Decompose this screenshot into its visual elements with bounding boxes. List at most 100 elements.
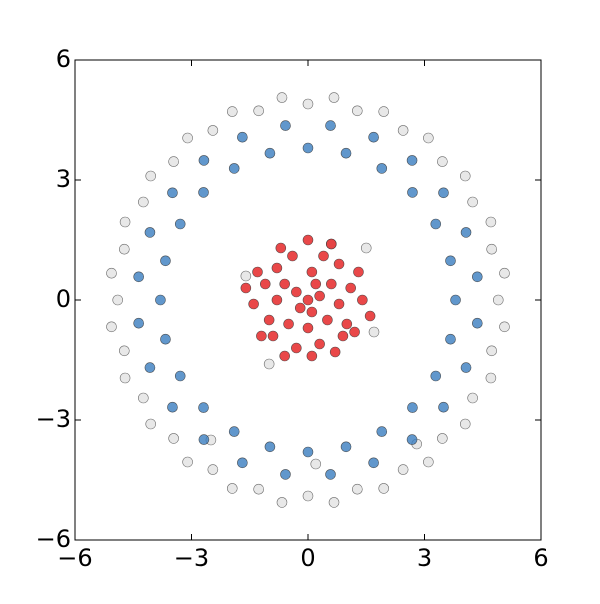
point [459, 418, 471, 430]
point [228, 163, 240, 174]
point [302, 234, 314, 246]
point [271, 262, 283, 274]
point [167, 401, 178, 413]
point [486, 243, 497, 255]
point [357, 294, 368, 306]
point [368, 326, 380, 338]
point [280, 469, 291, 480]
point [423, 132, 434, 144]
point [437, 156, 448, 167]
point [144, 227, 156, 238]
point [267, 330, 279, 342]
point [360, 242, 372, 254]
point [106, 321, 117, 333]
point [302, 490, 314, 502]
point [306, 306, 318, 318]
y-tick-label: −6 [36, 525, 71, 553]
point [271, 294, 283, 306]
point [133, 317, 144, 329]
point [302, 294, 314, 306]
point [119, 372, 131, 384]
point [240, 270, 252, 282]
point [119, 243, 130, 255]
point [167, 187, 178, 199]
point [182, 456, 193, 468]
point [259, 278, 271, 290]
point [302, 98, 314, 110]
point [325, 120, 336, 131]
point [397, 464, 409, 475]
point [467, 196, 478, 208]
point [337, 330, 349, 342]
point [174, 370, 186, 382]
point [492, 294, 504, 306]
point [376, 163, 388, 174]
point [228, 426, 240, 437]
point [349, 326, 360, 338]
point [263, 314, 275, 326]
point [112, 294, 124, 306]
point [264, 147, 276, 159]
point [438, 401, 449, 413]
point [460, 362, 472, 373]
point [345, 282, 357, 294]
point [138, 392, 149, 404]
point [325, 469, 336, 480]
point [198, 434, 210, 445]
point [352, 483, 363, 495]
point [283, 318, 294, 330]
point [237, 131, 248, 143]
point [253, 105, 264, 117]
point [406, 434, 418, 445]
point [378, 483, 390, 494]
point [310, 458, 322, 470]
point [174, 218, 186, 230]
point [306, 350, 318, 362]
point [106, 267, 117, 279]
point [325, 238, 337, 250]
point [485, 216, 497, 228]
point [460, 227, 472, 238]
point [252, 266, 263, 278]
point [280, 120, 291, 131]
point [264, 441, 276, 453]
point [407, 402, 418, 413]
y-tick-label: 0 [56, 285, 71, 313]
point [459, 170, 471, 182]
x-tick-label: 6 [533, 544, 548, 572]
point [240, 282, 252, 294]
point [302, 322, 314, 334]
point [287, 250, 298, 262]
point [182, 132, 193, 144]
point [328, 92, 340, 103]
point [445, 333, 456, 345]
point [407, 187, 418, 198]
point [472, 317, 483, 329]
point [376, 426, 388, 437]
point [340, 147, 352, 159]
point [294, 302, 306, 314]
point [340, 441, 352, 453]
point [226, 483, 238, 494]
point [302, 446, 314, 458]
point [378, 106, 390, 117]
point [438, 187, 449, 199]
point [119, 216, 131, 228]
point [486, 345, 497, 357]
x-tick-label: −6 [57, 544, 92, 572]
point [499, 321, 510, 333]
point [445, 255, 456, 267]
point [368, 457, 379, 469]
point [279, 278, 291, 290]
point [237, 457, 248, 469]
point [207, 125, 219, 136]
point [352, 105, 363, 117]
x-tick-label: 3 [417, 544, 432, 572]
point [467, 392, 478, 404]
point [310, 278, 322, 290]
point [341, 318, 353, 330]
point [138, 196, 149, 208]
point [279, 350, 291, 362]
point [306, 266, 318, 278]
point [160, 333, 171, 345]
